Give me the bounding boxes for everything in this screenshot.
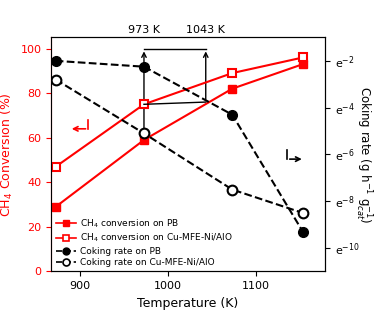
Text: 973 K: 973 K <box>128 25 160 35</box>
Text: 1043 K: 1043 K <box>186 25 225 35</box>
Y-axis label: CH$_4$ Conversion (%): CH$_4$ Conversion (%) <box>0 92 15 217</box>
Y-axis label: Coking rate (g h$^{-1}$ g$_{cat}^{-1}$): Coking rate (g h$^{-1}$ g$_{cat}^{-1}$) <box>353 86 373 223</box>
X-axis label: Temperature (K): Temperature (K) <box>138 297 239 310</box>
Legend: CH$_4$ conversion on PB, CH$_4$ conversion on Cu-MFE-Ni/AlO, Coking rate on PB, : CH$_4$ conversion on PB, CH$_4$ conversi… <box>56 217 233 267</box>
